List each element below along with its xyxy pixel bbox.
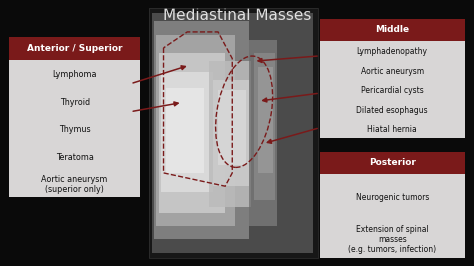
FancyBboxPatch shape (159, 53, 225, 213)
Text: Dilated esophagus: Dilated esophagus (356, 106, 428, 115)
Text: Lymphadenopathy: Lymphadenopathy (357, 47, 428, 56)
FancyBboxPatch shape (254, 53, 275, 200)
Text: Thymus: Thymus (59, 125, 91, 134)
FancyBboxPatch shape (209, 61, 251, 207)
Text: Pericardial cysts: Pericardial cysts (361, 86, 424, 95)
Text: Posterior: Posterior (369, 159, 416, 167)
FancyBboxPatch shape (213, 80, 249, 186)
FancyBboxPatch shape (320, 19, 465, 41)
Text: Middle: Middle (375, 26, 409, 34)
FancyBboxPatch shape (152, 13, 313, 253)
Text: Lymphoma: Lymphoma (53, 70, 97, 80)
FancyBboxPatch shape (249, 40, 277, 226)
FancyBboxPatch shape (218, 90, 246, 165)
FancyBboxPatch shape (9, 37, 140, 60)
FancyBboxPatch shape (154, 21, 249, 239)
FancyBboxPatch shape (320, 152, 465, 174)
Text: Teratoma: Teratoma (56, 153, 93, 162)
Text: Mediastinal Masses: Mediastinal Masses (163, 8, 311, 23)
Text: Aortic aneurysm
(superior only): Aortic aneurysm (superior only) (41, 175, 108, 194)
Text: Hiatal hernia: Hiatal hernia (367, 125, 417, 134)
Text: Anterior / Superior: Anterior / Superior (27, 44, 122, 53)
FancyBboxPatch shape (320, 41, 465, 138)
FancyBboxPatch shape (161, 72, 213, 192)
Text: Neurogenic tumors: Neurogenic tumors (356, 193, 429, 202)
FancyBboxPatch shape (258, 66, 273, 173)
FancyBboxPatch shape (166, 88, 204, 173)
FancyBboxPatch shape (9, 60, 140, 197)
Text: Thyroid: Thyroid (60, 98, 90, 107)
FancyBboxPatch shape (320, 174, 465, 258)
Text: Extension of spinal
masses
(e.g. tumors, infection): Extension of spinal masses (e.g. tumors,… (348, 225, 436, 254)
Text: Aortic aneurysm: Aortic aneurysm (361, 67, 424, 76)
FancyBboxPatch shape (149, 8, 318, 258)
FancyBboxPatch shape (156, 35, 235, 226)
